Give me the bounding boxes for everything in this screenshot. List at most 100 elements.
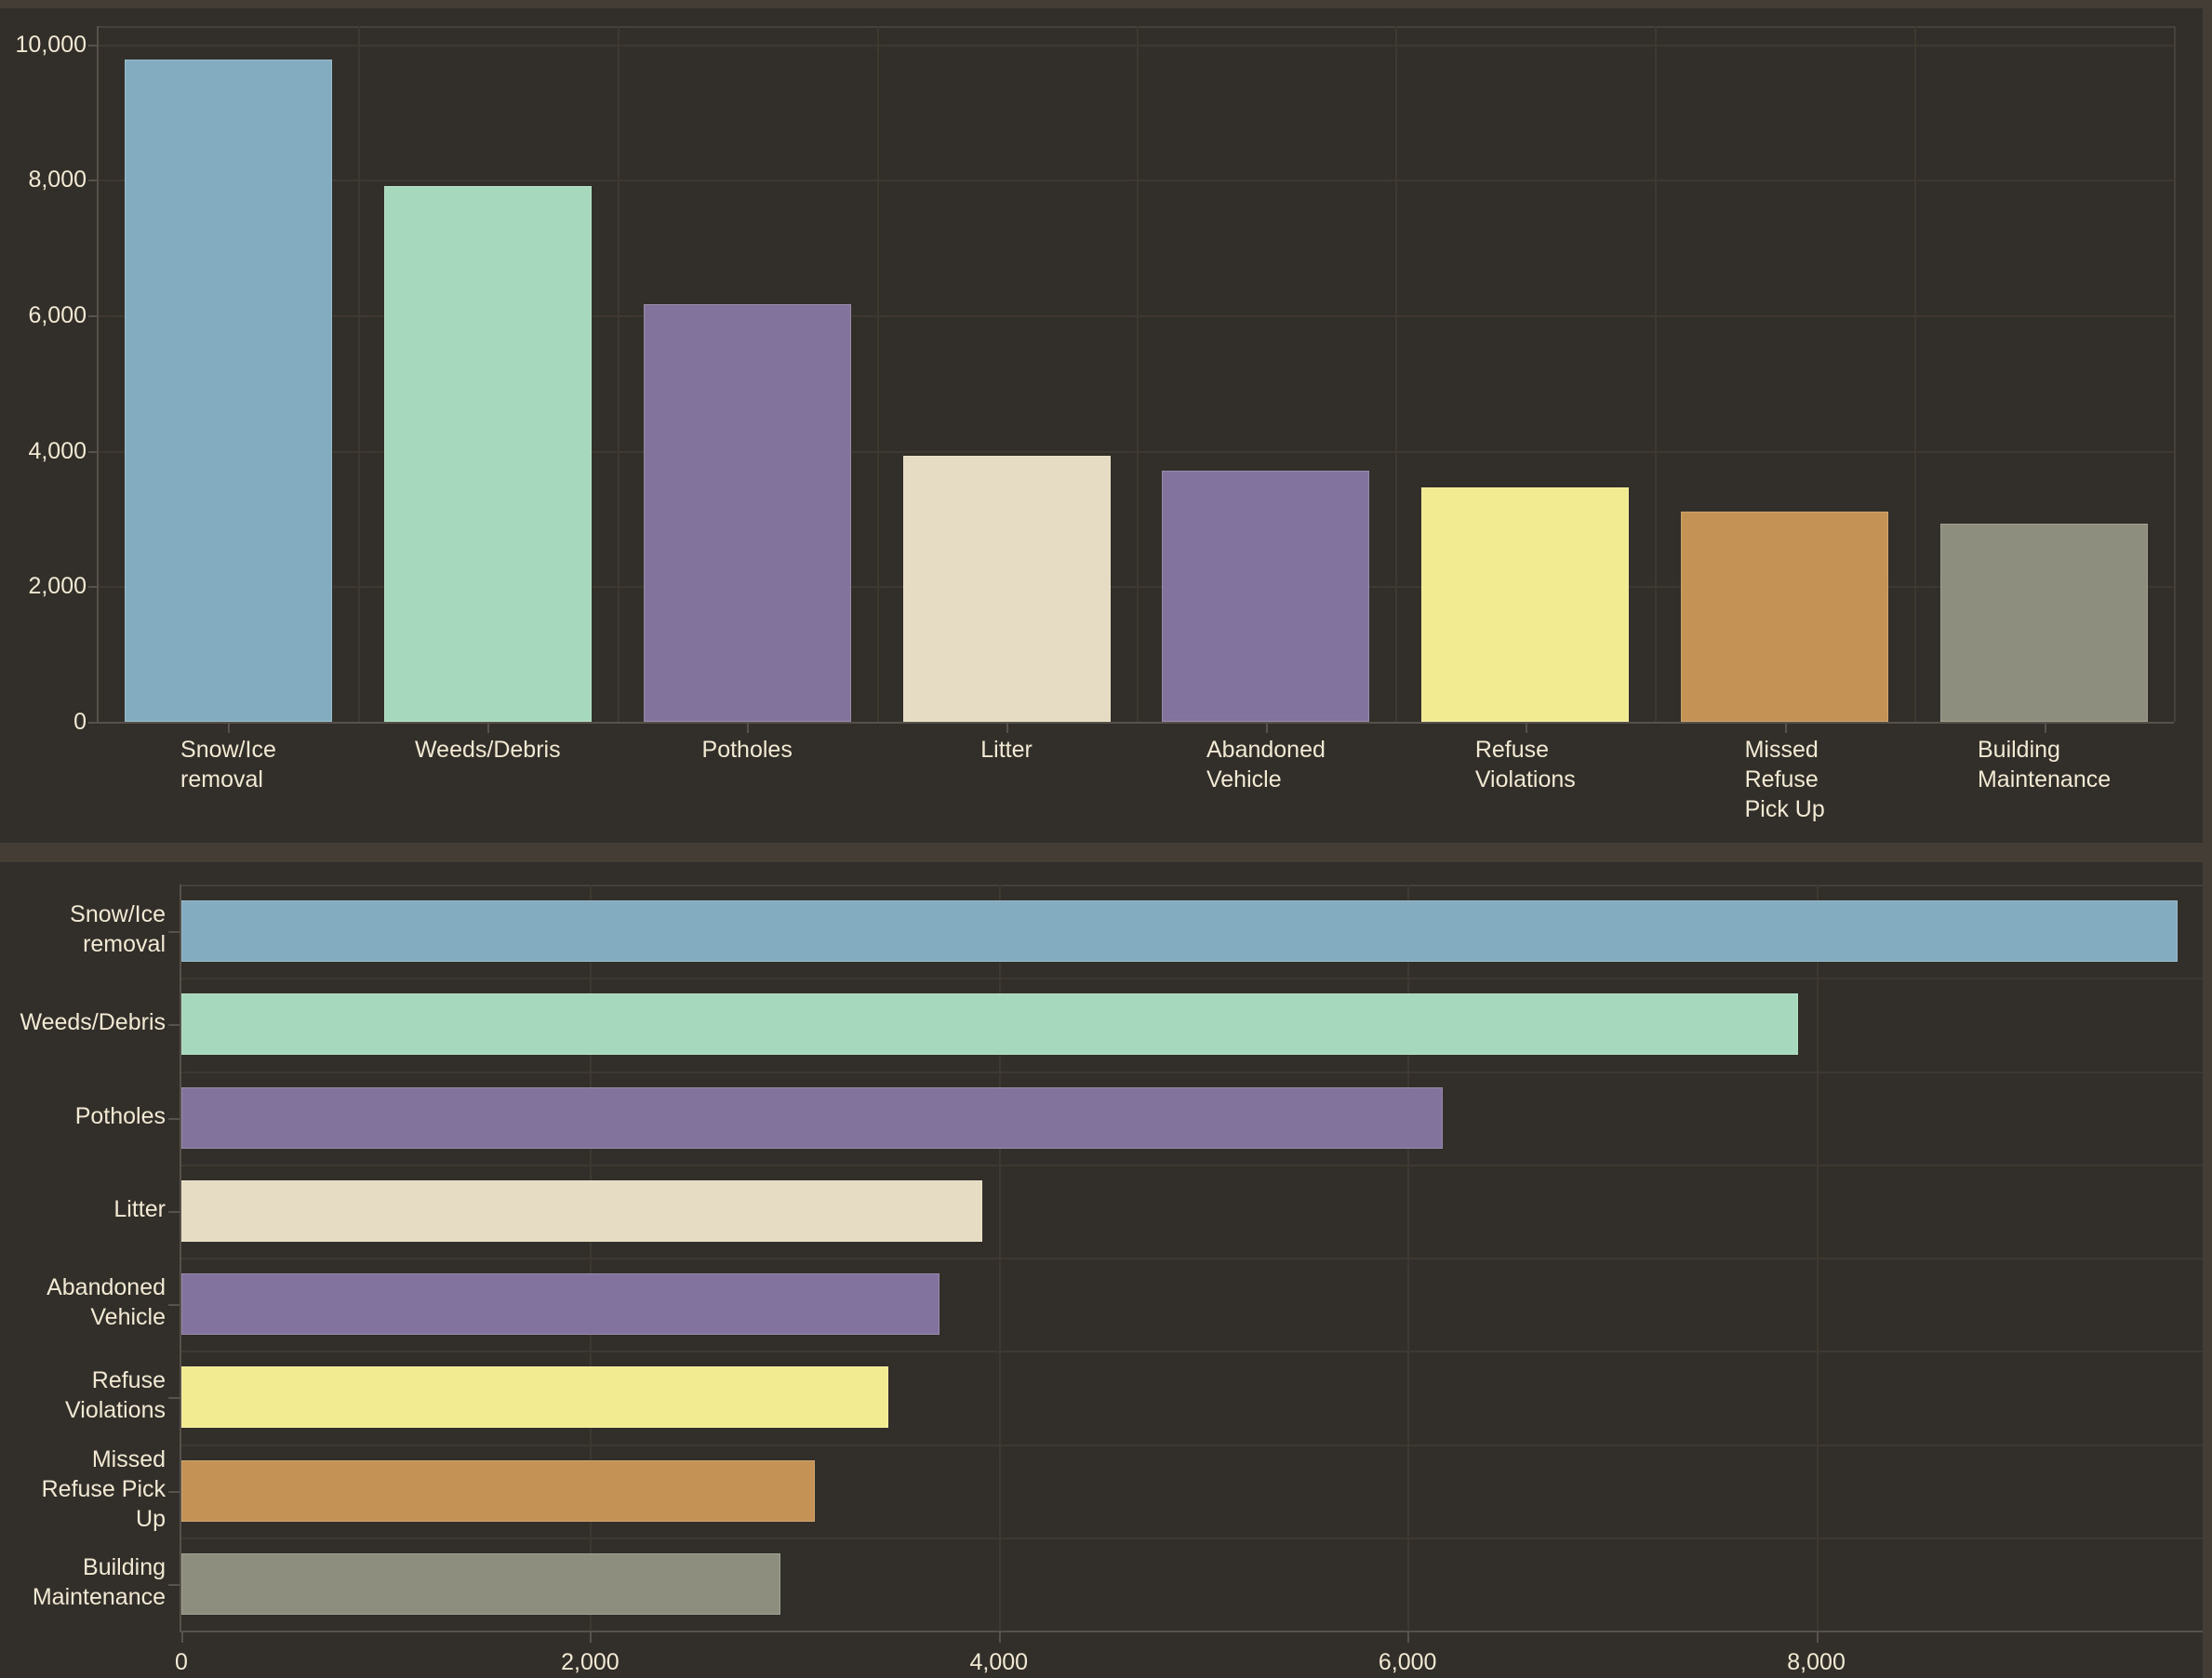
- category-label-line: Litter: [113, 1195, 166, 1222]
- x-axis-tick-label: 8,000: [1787, 1649, 1846, 1675]
- x-axis-tick-label: 4,000: [969, 1649, 1029, 1675]
- bar-snow-ice-removal[interactable]: [181, 900, 2179, 963]
- bar-chart-panel: 0 2,000 4,000 6,000 8,000 Snow/Ice removal Weed…: [0, 862, 2212, 1678]
- bar-building-maintenance[interactable]: [1940, 523, 2149, 722]
- bar-missed-refuse-pick-up[interactable]: [1681, 512, 1889, 722]
- bar-missed-refuse-pick-up[interactable]: [181, 1459, 816, 1522]
- category-label-text: Litter: [980, 735, 1033, 765]
- x-axis-tick: [998, 1632, 1001, 1643]
- bar-snow-ice-removal[interactable]: [124, 60, 332, 722]
- category-label-line: Pick Up: [1744, 796, 1825, 822]
- category-label-text: Weeds/Debris: [415, 735, 561, 765]
- x-axis-tick-label: 6,000: [1378, 1649, 1437, 1675]
- y-axis-tick-label: 6,000: [28, 301, 87, 328]
- category-label-line: Building: [1977, 737, 2060, 763]
- y-axis-tick: [168, 1490, 180, 1493]
- category-label-line: Weeds/Debris: [20, 1009, 166, 1036]
- category-gridline: [617, 26, 620, 722]
- row-gridline: [181, 1071, 2205, 1073]
- x-axis-tick-label: 0: [175, 1649, 188, 1675]
- y-axis-tick: [168, 1583, 180, 1586]
- category-label-line: Violations: [65, 1397, 166, 1424]
- y-axis-tick: [168, 1397, 180, 1400]
- x-axis-tick: [2044, 724, 2046, 733]
- panel-divider: [0, 843, 2212, 862]
- y-axis-tick: [88, 722, 99, 724]
- y-axis-line: [97, 26, 99, 724]
- x-axis-line: [180, 1631, 2205, 1632]
- y-axis-tick-label: 8,000: [28, 166, 87, 193]
- category-label-text: Potholes: [702, 735, 793, 765]
- bar-weeds-debris[interactable]: [383, 185, 592, 722]
- y-axis-tick-label: 4,000: [28, 437, 87, 464]
- category-label-line: Up: [136, 1505, 166, 1532]
- category-label-line: Snow/Ice: [180, 737, 276, 763]
- row-gridline: [181, 1444, 2205, 1446]
- y-axis-tick: [168, 1304, 180, 1307]
- category-label-line: Vehicle: [1206, 766, 1282, 792]
- category-label-line: Refuse: [91, 1367, 166, 1394]
- bar-abandoned-vehicle[interactable]: [1162, 470, 1370, 722]
- x-axis-tick: [487, 724, 490, 733]
- category-label-litter: Litter: [0, 1194, 166, 1224]
- x-axis-tick: [1006, 724, 1009, 733]
- bar-potholes[interactable]: [643, 303, 851, 722]
- row-gridline: [181, 1258, 2205, 1259]
- x-axis-line: [97, 722, 2174, 724]
- bar-litter[interactable]: [902, 456, 1111, 722]
- category-label-text: Snow/Ice removal: [180, 735, 276, 794]
- bar-potholes[interactable]: [181, 1086, 1443, 1149]
- y-axis-tick: [168, 1024, 180, 1027]
- bar-refuse-violations[interactable]: [1421, 486, 1630, 722]
- category-label-line: Abandoned: [1206, 737, 1326, 763]
- category-label-text: Refuse Violations: [1475, 735, 1576, 794]
- category-label-missed-refuse-pick-up: Missed Refuse Pick Up: [0, 1445, 166, 1534]
- category-label-line: Refuse Pick: [41, 1475, 166, 1502]
- category-label-line: Vehicle: [90, 1304, 166, 1331]
- x-axis-tick: [1525, 724, 1527, 733]
- y-axis-tick: [88, 180, 99, 182]
- row-gridline: [181, 1351, 2205, 1353]
- category-label-line: Refuse: [1474, 737, 1550, 763]
- category-label-text: Building Maintenance: [1978, 735, 2111, 794]
- column-chart-panel: 0 2,000 4,000 6,000 8,000 10,000 Snow/Ice remov…: [0, 8, 2212, 843]
- category-label-line: Snow/Ice: [70, 901, 166, 928]
- y-axis-line: [180, 885, 181, 1632]
- frame-right-border: [2203, 0, 2212, 1678]
- category-label-line: Potholes: [701, 737, 793, 763]
- plot-top-border: [181, 885, 2205, 886]
- y-axis-tick: [88, 44, 99, 47]
- x-axis-tick: [1265, 724, 1268, 733]
- category-gridline: [1136, 26, 1139, 722]
- category-gridline: [1914, 26, 1917, 722]
- category-gridline: [1395, 26, 1398, 722]
- category-label-line: Missed: [91, 1445, 166, 1472]
- x-axis-tick: [747, 724, 750, 733]
- category-label-line: Maintenance: [32, 1583, 166, 1610]
- y-axis-tick-label: 10,000: [15, 31, 87, 58]
- category-label-line: Maintenance: [1977, 766, 2112, 792]
- category-label-line: removal: [83, 931, 166, 958]
- bar-weeds-debris[interactable]: [181, 993, 1798, 1056]
- x-axis-tick-label: 2,000: [561, 1649, 620, 1675]
- x-axis-tick: [1816, 1632, 1819, 1643]
- category-label-line: Missed: [1744, 737, 1819, 763]
- x-axis-tick: [228, 724, 231, 733]
- category-label-line: Abandoned: [47, 1274, 166, 1301]
- y-axis-tick: [88, 314, 99, 317]
- y-axis-tick: [168, 1210, 180, 1213]
- category-label-potholes: Potholes: [0, 1101, 166, 1131]
- category-label-weeds-debris: Weeds/Debris: [0, 1007, 166, 1037]
- frame-top-border: [0, 0, 2212, 8]
- bar-litter[interactable]: [181, 1179, 983, 1242]
- row-gridline: [181, 978, 2205, 980]
- category-label-text: Missed Refuse Pick Up: [1745, 735, 1825, 824]
- category-gridline: [876, 26, 879, 722]
- category-label-abandoned-vehicle: Abandoned Vehicle: [0, 1272, 166, 1332]
- bar-building-maintenance[interactable]: [181, 1552, 780, 1615]
- category-label-line: Violations: [1474, 766, 1576, 792]
- bar-abandoned-vehicle[interactable]: [181, 1273, 940, 1336]
- x-axis-tick: [1784, 724, 1787, 733]
- category-label-building-maintenance: Building Maintenance: [0, 1552, 166, 1612]
- bar-refuse-violations[interactable]: [181, 1366, 889, 1429]
